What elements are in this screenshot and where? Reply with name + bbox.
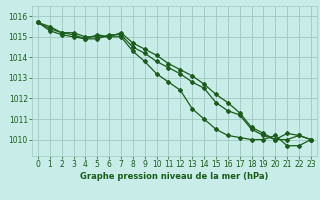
X-axis label: Graphe pression niveau de la mer (hPa): Graphe pression niveau de la mer (hPa) <box>80 172 268 181</box>
